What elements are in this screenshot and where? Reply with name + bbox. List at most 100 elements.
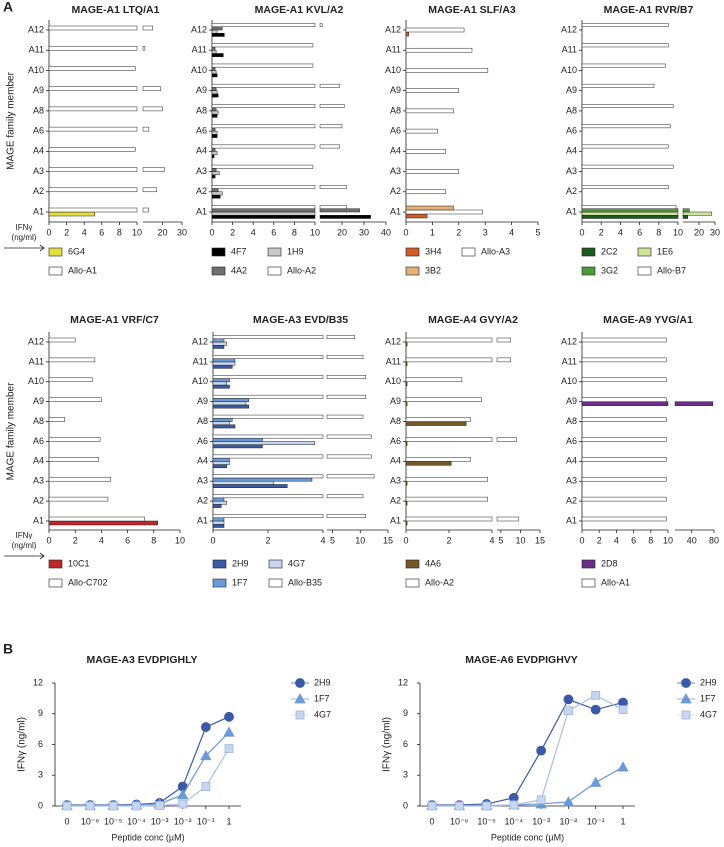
x-tick-label: 0: [46, 535, 51, 545]
bar: [405, 496, 488, 502]
bar: [405, 149, 446, 154]
bar: [212, 364, 233, 369]
axis-arrow: [4, 244, 45, 252]
x-tick-label: 8: [151, 535, 156, 545]
x-tick-label: 20: [694, 227, 704, 237]
bar: [48, 476, 111, 482]
legend-swatch: [267, 247, 282, 257]
x-tick-label: 0: [403, 227, 408, 237]
legend-marker: [680, 693, 692, 704]
bar: [211, 127, 216, 132]
legend-label: 2D8: [601, 558, 618, 568]
legend-label: 1E6: [657, 246, 673, 256]
bar: [212, 474, 324, 479]
data-point: [177, 788, 189, 800]
y-tick-label: A10: [192, 376, 208, 386]
bar: [212, 457, 230, 462]
bar: [405, 128, 438, 134]
legend-marker: [294, 693, 306, 704]
bar: [211, 63, 314, 68]
bar: [212, 437, 263, 442]
legend-label: Allo-A3: [481, 246, 510, 256]
data-point: [178, 799, 188, 809]
data-point: [200, 722, 211, 732]
bar: [212, 384, 230, 389]
legend-label: 4G7: [288, 558, 305, 568]
bar: [212, 361, 236, 366]
y-tick-label: A9: [33, 85, 44, 95]
y-tick-label: A1: [197, 515, 208, 525]
legend-marker: [681, 678, 691, 688]
bar: [405, 337, 493, 343]
bar: [211, 208, 316, 213]
y-axis-label: IFNγ (ng/ml): [382, 717, 393, 772]
y-tick-label: A11: [29, 356, 44, 366]
bar: [48, 417, 65, 422]
x-tick-label: 0: [579, 535, 584, 545]
legend-label: 6G4: [68, 246, 85, 256]
y-tick-label: 3: [403, 770, 408, 780]
bar: [142, 25, 153, 31]
x-tick-label: 4: [618, 227, 623, 237]
y-tick-label: A4: [33, 456, 44, 466]
bar: [212, 424, 236, 429]
bar: [581, 337, 667, 343]
chart-title: MAGE-A3 EVD/B35: [253, 314, 348, 326]
y-tick-label: A10: [28, 376, 44, 386]
chart-title: MAGE-A1 LTQ/A1: [72, 4, 160, 16]
y-tick-label: A8: [566, 105, 577, 115]
bar: [212, 484, 288, 488]
bar: [581, 496, 667, 502]
y-tick-label: A12: [561, 336, 577, 346]
bar: [682, 215, 689, 219]
x-tick-label: 8: [117, 227, 122, 237]
y-tick-label: 9: [403, 708, 408, 718]
y-tick-label: A10: [385, 65, 401, 75]
y-tick-label: A9: [33, 396, 44, 406]
bar: [48, 187, 138, 193]
x-tick-label: 0: [429, 816, 434, 826]
x-tick-label: 10⁻⁶: [450, 816, 469, 826]
bar: [211, 205, 316, 209]
data-point: [454, 801, 464, 811]
x-tick-label: 2: [456, 227, 461, 237]
x-tick-label: 6: [99, 227, 104, 237]
bar: [212, 414, 324, 419]
y-tick-label: A1: [390, 515, 401, 525]
bar: [211, 33, 225, 37]
bar: [211, 104, 316, 108]
y-tick-label: A8: [196, 105, 207, 115]
y-tick-label: A4: [197, 456, 208, 466]
bar: [211, 215, 316, 219]
bar: [212, 421, 230, 426]
x-tick-label: 2: [599, 227, 604, 237]
x-tick-label: 10⁻³: [151, 816, 169, 826]
legend-swatch: [581, 266, 596, 276]
data-point: [591, 690, 601, 700]
bar: [405, 189, 446, 195]
bar: [405, 361, 408, 367]
y-tick-label: A8: [566, 416, 577, 426]
data-point: [617, 761, 629, 772]
x-tick-label: 2: [73, 535, 78, 545]
bar: [48, 520, 158, 526]
bar: [319, 144, 341, 149]
bar: [581, 205, 677, 209]
y-tick-label: A2: [390, 186, 401, 196]
panel-label: B: [3, 641, 13, 657]
chart-title: MAGE-A1 KVL/A2: [255, 4, 344, 16]
x-tick-label: 30: [359, 227, 369, 237]
bar: [211, 93, 219, 98]
bar: [142, 106, 163, 112]
x-tick-label: 0: [579, 227, 584, 237]
bar: [326, 375, 367, 379]
bar: [405, 27, 465, 33]
bar: [212, 477, 313, 482]
x-tick-label: 5: [535, 227, 540, 237]
bar: [581, 377, 667, 383]
y-tick-label: A1: [196, 206, 207, 216]
x-tick-label: 1: [430, 227, 435, 237]
y-tick-label: A3: [566, 476, 577, 486]
y-tick-label: A10: [561, 376, 577, 386]
y-tick-label: A3: [390, 166, 401, 176]
